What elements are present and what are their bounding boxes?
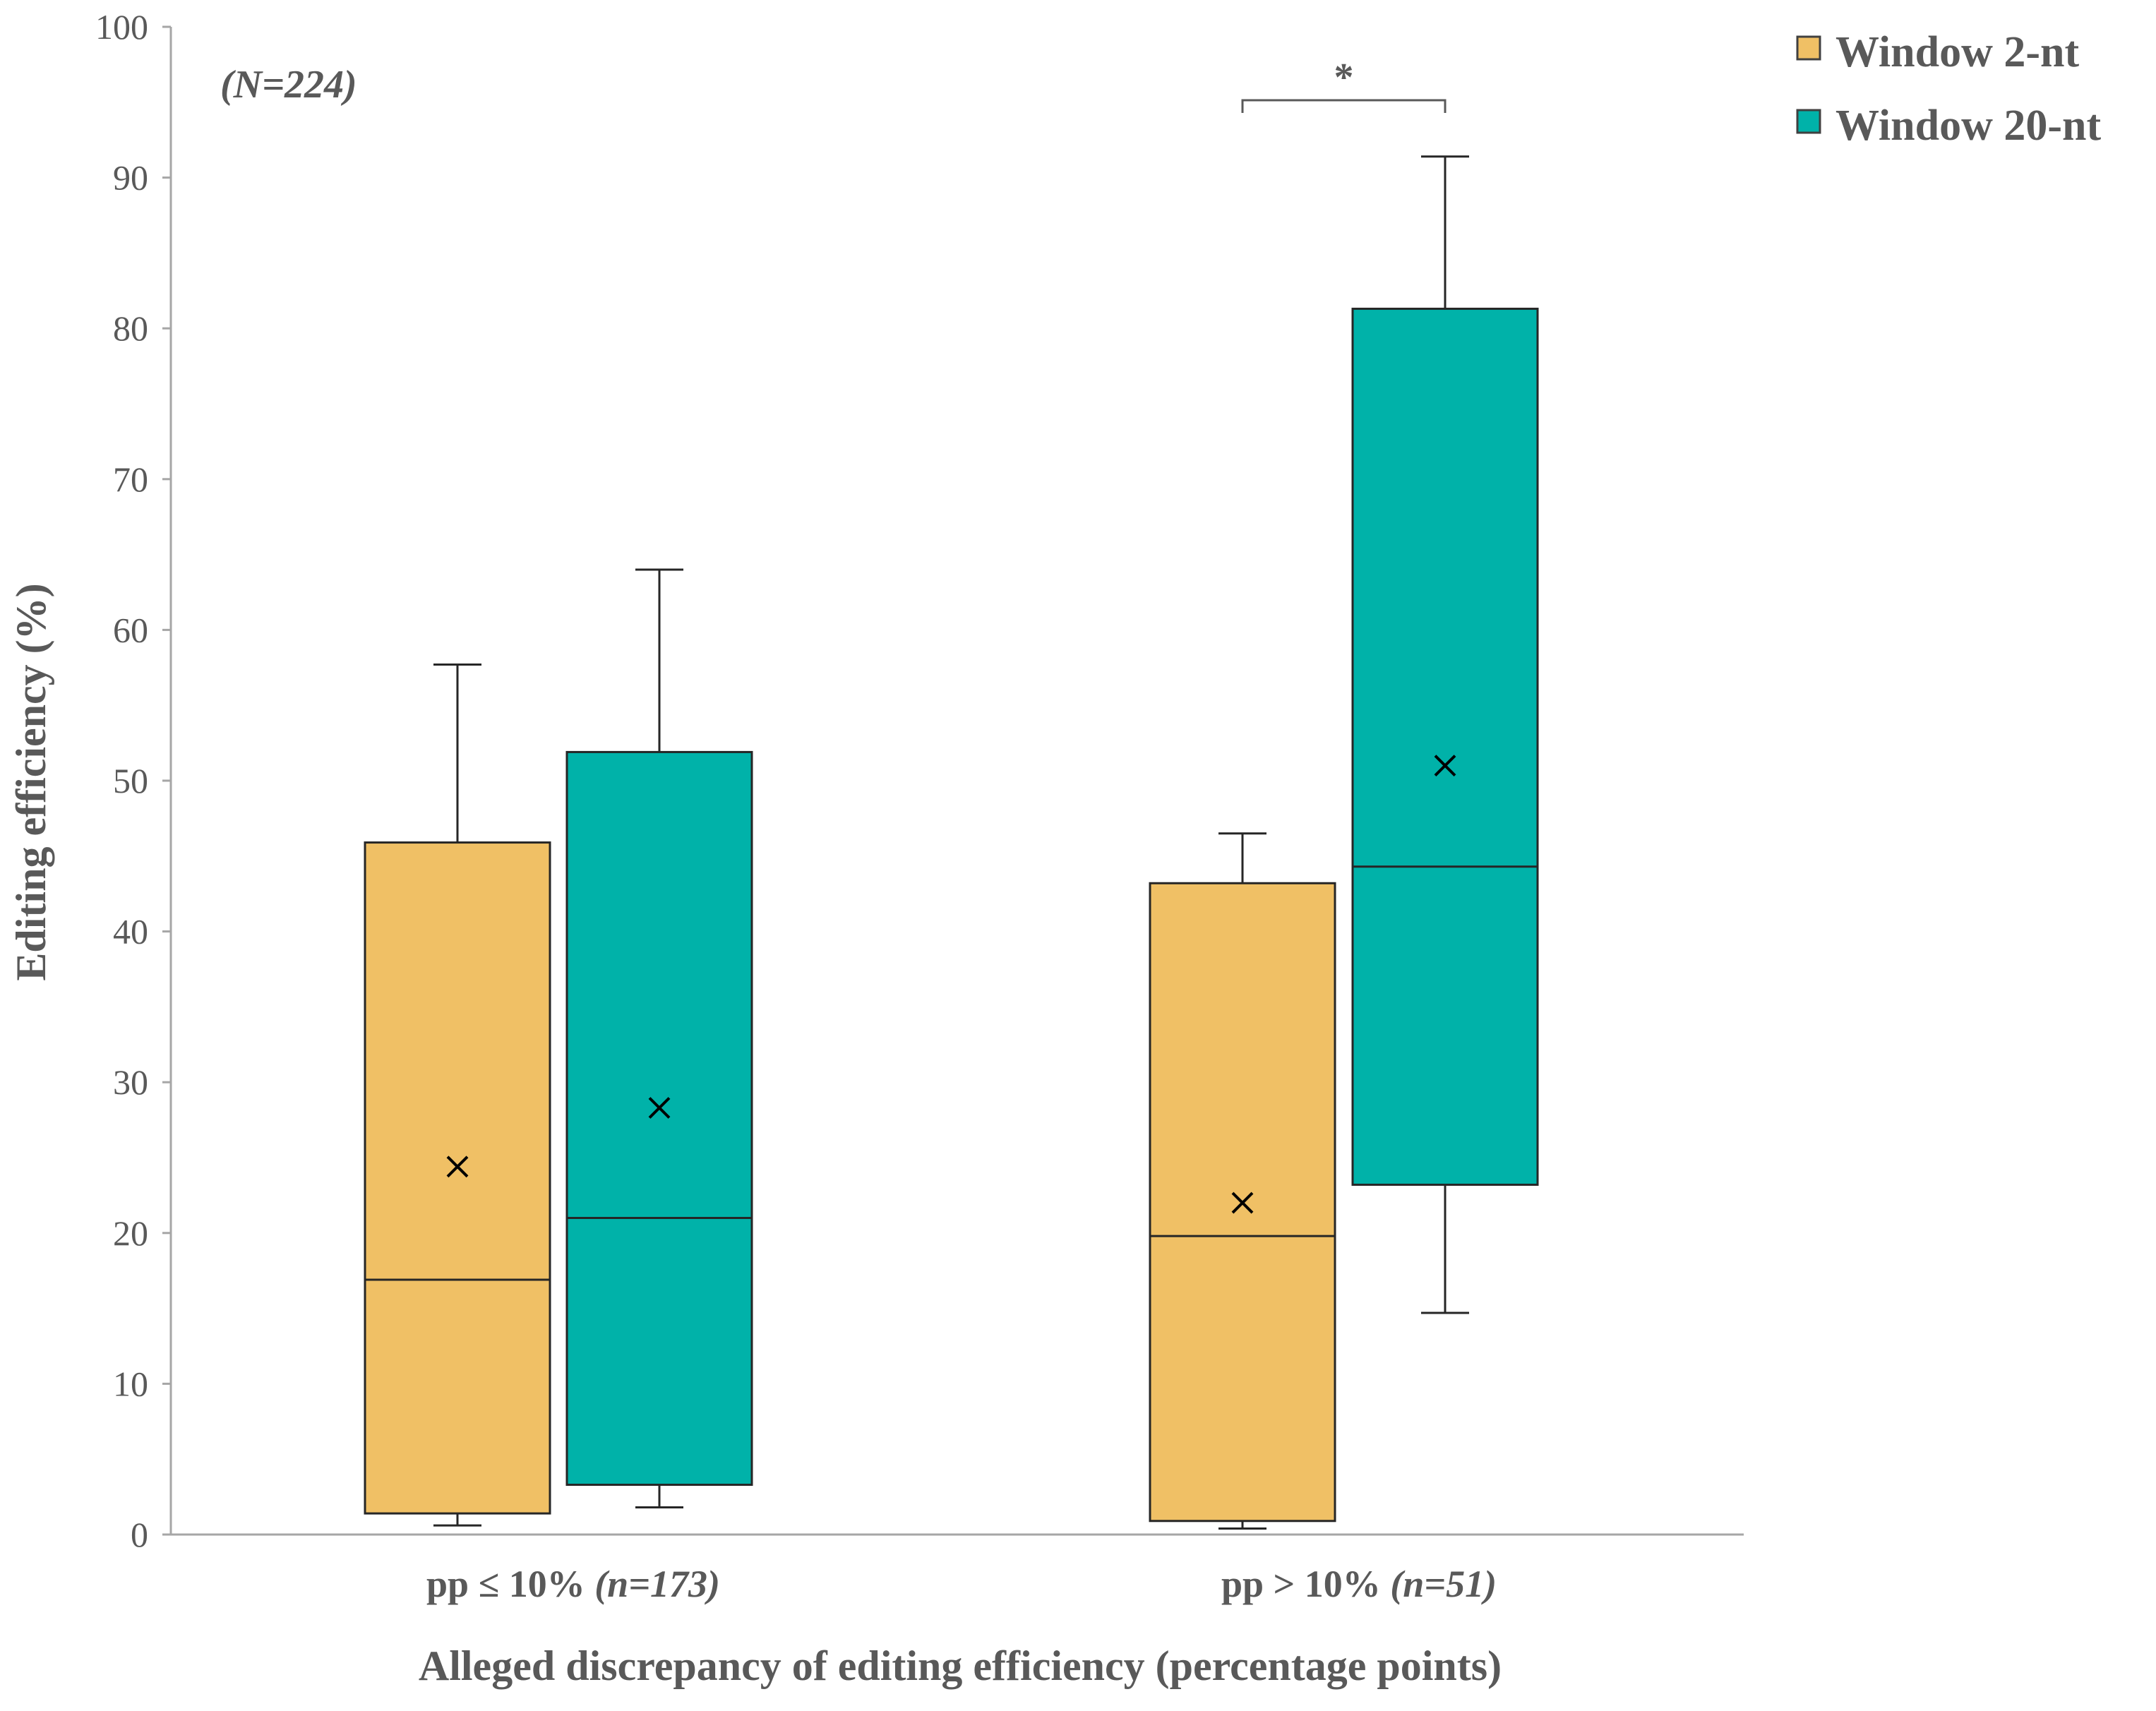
mean-marker (648, 1097, 671, 1119)
box-group (364, 664, 551, 1527)
plot-marks: * (364, 56, 1539, 1530)
category-label-1-text: pp ≤ 10% (426, 1563, 594, 1605)
y-tick-label: 60 (113, 610, 148, 649)
legend: Window 2-nt Window 20-nt (1796, 28, 2101, 150)
category-label-1-n: (n=173) (594, 1563, 720, 1605)
legend-label-window-20nt: Window 20-nt (1835, 102, 2101, 150)
box-iqr (364, 841, 551, 1515)
y-tick-label: 100 (95, 7, 148, 47)
box-group (1351, 155, 1539, 1314)
mean-marker-stroke (648, 1097, 671, 1119)
legend-swatch-window-20nt (1796, 109, 1821, 134)
y-tick-label: 70 (113, 460, 148, 499)
significance-label: * (1334, 56, 1354, 100)
y-tick-label: 40 (113, 912, 148, 951)
y-tick-label: 0 (131, 1515, 148, 1554)
y-tick-label: 20 (113, 1213, 148, 1253)
box-iqr (1351, 307, 1539, 1186)
y-tick-label: 90 (113, 158, 148, 198)
y-axis-title: Editing efficiency (%) (8, 583, 54, 980)
significance-bracket: * (1241, 56, 1447, 113)
box-iqr (565, 750, 753, 1487)
legend-swatch-window-2nt (1796, 35, 1821, 61)
y-tick-label: 50 (113, 761, 148, 800)
sample-size-annotation: (N=224) (220, 63, 357, 107)
category-label-2: pp > 10% (n=51) (1221, 1563, 1497, 1605)
mean-marker (1231, 1191, 1254, 1214)
box-group (1149, 832, 1336, 1530)
y-tick-label: 10 (113, 1364, 148, 1403)
mean-marker-stroke (1434, 755, 1456, 777)
mean-marker-stroke (446, 1155, 469, 1178)
mean-marker-stroke (1231, 1191, 1254, 1214)
y-tick-label: 80 (113, 308, 148, 348)
mean-marker (446, 1155, 469, 1178)
y-axis-ticks: 0 10 20 30 40 50 60 70 80 90 100 (95, 7, 171, 1554)
category-label-2-n: (n=51) (1390, 1563, 1497, 1605)
y-tick-label: 30 (113, 1062, 148, 1102)
category-label-1: pp ≤ 10% (n=173) (426, 1563, 720, 1605)
x-axis-title: Alleged discrepancy of editing efficienc… (419, 1643, 1502, 1689)
legend-label-window-2nt: Window 2-nt (1835, 28, 2079, 76)
mean-marker (1434, 755, 1456, 777)
significance-bracket-line (1241, 99, 1447, 113)
category-label-2-text: pp > 10% (1221, 1563, 1390, 1605)
box-group (565, 568, 753, 1509)
